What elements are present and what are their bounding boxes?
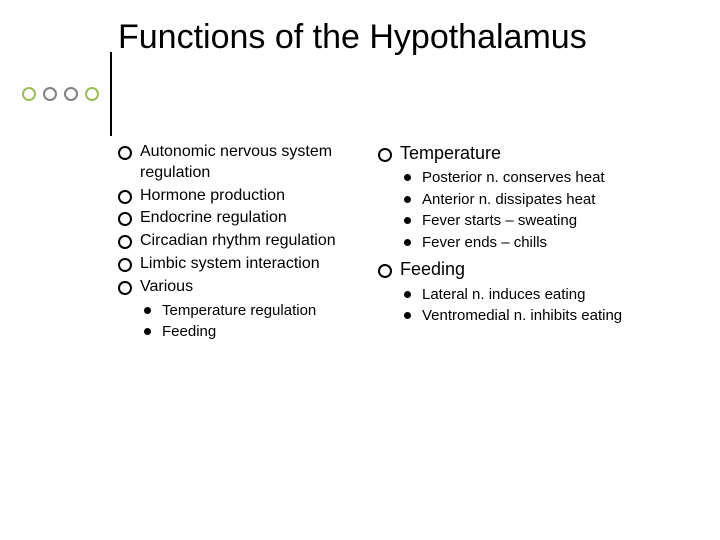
sub-item: Feeding bbox=[140, 322, 348, 342]
feeding-sublist: Lateral n. induces eating Ventromedial n… bbox=[400, 285, 678, 326]
decor-circle bbox=[43, 87, 57, 101]
sub-item: Posterior n. conserves heat bbox=[400, 168, 678, 188]
list-item: Circadian rhythm regulation bbox=[118, 231, 348, 252]
decor-bar bbox=[110, 52, 112, 136]
decor-circle bbox=[22, 87, 36, 101]
sub-item: Temperature regulation bbox=[140, 301, 348, 321]
left-column: Autonomic nervous system regulation Horm… bbox=[118, 142, 348, 344]
decor-circle bbox=[64, 87, 78, 101]
list-item: Various Temperature regulation Feeding bbox=[118, 277, 348, 342]
sub-item: Anterior n. dissipates heat bbox=[400, 190, 678, 210]
list-item-label: Various bbox=[140, 278, 193, 295]
list-item: Hormone production bbox=[118, 186, 348, 207]
content-columns: Autonomic nervous system regulation Horm… bbox=[118, 142, 678, 344]
various-sublist: Temperature regulation Feeding bbox=[140, 301, 348, 342]
left-bullet-list: Autonomic nervous system regulation Horm… bbox=[118, 142, 348, 342]
right-bullet-list: Temperature Posterior n. conserves heat … bbox=[378, 142, 678, 326]
list-item: Autonomic nervous system regulation bbox=[118, 142, 348, 184]
list-item-label: Temperature bbox=[400, 143, 501, 163]
decor-circle bbox=[85, 87, 99, 101]
slide-title: Functions of the Hypothalamus bbox=[118, 18, 587, 57]
sub-item: Lateral n. induces eating bbox=[400, 285, 678, 305]
title-decoration bbox=[22, 52, 112, 136]
temperature-sublist: Posterior n. conserves heat Anterior n. … bbox=[400, 168, 678, 252]
right-column: Temperature Posterior n. conserves heat … bbox=[378, 142, 678, 344]
list-item: Limbic system interaction bbox=[118, 254, 348, 275]
list-item-label: Feeding bbox=[400, 259, 465, 279]
list-item: Temperature Posterior n. conserves heat … bbox=[378, 142, 678, 252]
list-item: Feeding Lateral n. induces eating Ventro… bbox=[378, 258, 678, 325]
list-item: Endocrine regulation bbox=[118, 208, 348, 229]
sub-item: Fever ends – chills bbox=[400, 233, 678, 253]
sub-item: Fever starts – sweating bbox=[400, 211, 678, 231]
sub-item: Ventromedial n. inhibits eating bbox=[400, 306, 678, 326]
